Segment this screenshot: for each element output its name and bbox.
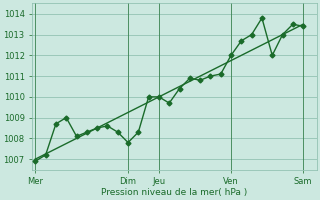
X-axis label: Pression niveau de la mer( hPa ): Pression niveau de la mer( hPa ) bbox=[101, 188, 247, 197]
